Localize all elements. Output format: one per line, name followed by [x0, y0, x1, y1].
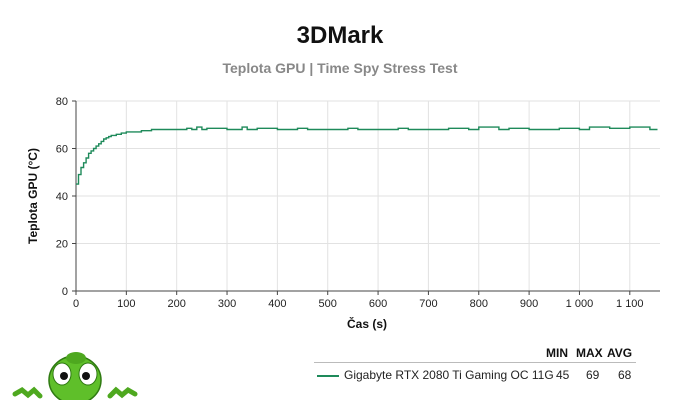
legend-header-min: MIN [546, 346, 568, 360]
tick-labels: 0 100 200 300 400 500 600 700 800 900 1 000 1 10002… [56, 96, 644, 310]
legend-min-value: 45 [556, 368, 570, 382]
x-tick-label: 1 100 [616, 298, 644, 310]
x-tick-label: 0 [73, 298, 79, 310]
x-tick-label: 200 [168, 298, 186, 310]
x-axis-title: Čas (s) [347, 316, 387, 331]
chart-subtitle: Teplota GPU | Time Spy Stress Test [222, 60, 458, 76]
legend-header-avg: AVG [607, 346, 633, 360]
line-chart: 0 100 200 300 400 500 600 700 800 900 1 000 1 10002… [26, 96, 660, 331]
y-tick-label: 80 [56, 96, 68, 108]
x-tick-label: 500 [319, 298, 337, 310]
x-tick-label: 1 000 [566, 298, 594, 310]
x-tick-label: 900 [520, 298, 538, 310]
legend-separator [314, 362, 636, 363]
series-line [76, 126, 658, 185]
x-tick-label: 100 [117, 298, 135, 310]
x-tick-label: 700 [419, 298, 437, 310]
x-tick-label: 600 [369, 298, 387, 310]
legend-avg-value: 68 [618, 368, 632, 382]
y-tick-label: 40 [56, 191, 68, 203]
x-tick-label: 400 [268, 298, 286, 310]
y-tick-label: 60 [56, 144, 68, 156]
chart-title: 3DMark [296, 22, 384, 49]
y-tick-label: 0 [62, 286, 68, 298]
x-tick-label: 300 [218, 298, 236, 310]
legend-header-max: MAX [576, 346, 603, 360]
legend-swatch [317, 375, 339, 377]
x-tick-label: 800 [470, 298, 488, 310]
green-alien-mascot-icon [12, 352, 138, 400]
chart-axes [72, 100, 660, 295]
y-axis-title: Teplota GPU (°C) [26, 148, 40, 244]
y-tick-label: 20 [56, 239, 68, 251]
series-lines [76, 126, 658, 185]
legend-series-name: Gigabyte RTX 2080 Ti Gaming OC 11G [344, 368, 554, 382]
legend-max-value: 69 [586, 368, 600, 382]
